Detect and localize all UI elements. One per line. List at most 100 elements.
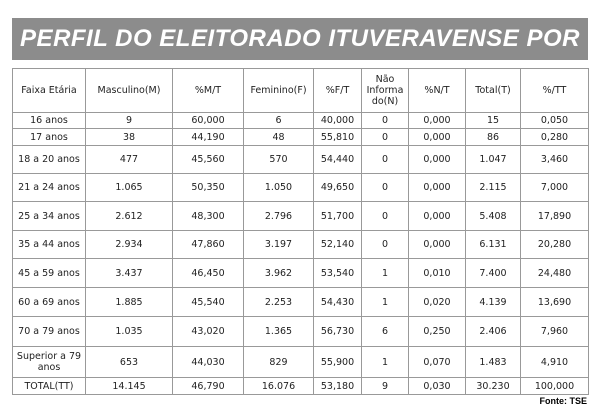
table-cell: 4,910 bbox=[520, 346, 589, 378]
table-cell: 46,450 bbox=[172, 258, 244, 288]
table-cell: 13,690 bbox=[520, 287, 589, 317]
table-cell: 56,730 bbox=[313, 316, 362, 347]
table-cell: 3.962 bbox=[243, 258, 314, 288]
table-row: Superior a 79 anos 653 44,030 829 55,900 1 0,0… bbox=[12, 346, 589, 378]
table-cell: 44,030 bbox=[172, 346, 244, 378]
table-cell: 0 bbox=[361, 112, 409, 129]
table-cell: 1 bbox=[361, 287, 409, 317]
column-header: Masculino(M) bbox=[85, 68, 173, 113]
table-cell: 45,540 bbox=[172, 287, 244, 317]
table-cell: 2.796 bbox=[243, 201, 314, 231]
table-row: 18 a 20 anos 477 45,560 570 54,440 0 0,000 1.04… bbox=[12, 145, 589, 174]
table-cell: 54,430 bbox=[313, 287, 362, 317]
table-cell: 0,010 bbox=[408, 258, 466, 288]
table-cell: 24,480 bbox=[520, 258, 589, 288]
table-cell: 0,000 bbox=[408, 145, 466, 174]
table-cell: 0,280 bbox=[520, 128, 589, 146]
table-cell: 6 bbox=[361, 316, 409, 347]
table-cell: 52,140 bbox=[313, 230, 362, 259]
table-cell: 7.400 bbox=[465, 258, 521, 288]
table-cell: 9 bbox=[85, 112, 173, 129]
table-cell: 0 bbox=[361, 201, 409, 231]
table-cell: 49,650 bbox=[313, 173, 362, 202]
table-cell: 45 a 59 anos bbox=[12, 258, 86, 288]
table-cell: 2.115 bbox=[465, 173, 521, 202]
column-header: %F/T bbox=[313, 68, 362, 113]
table-cell: 60,000 bbox=[172, 112, 244, 129]
table-wrap: Faixa Etária Masculino(M) %M/T Feminino(F)%… bbox=[12, 68, 589, 395]
column-header: Não Informa do(N) bbox=[361, 68, 409, 113]
table-cell: 1.065 bbox=[85, 173, 173, 202]
table-cell: 0,030 bbox=[408, 377, 466, 395]
table-cell: 54,440 bbox=[313, 145, 362, 174]
table-cell: 0 bbox=[361, 173, 409, 202]
table-cell: 43,020 bbox=[172, 316, 244, 347]
table-cell: 2.253 bbox=[243, 287, 314, 317]
table-row: 35 a 44 anos 2.934 47,860 3.197 52,140 0 0,000… bbox=[12, 230, 589, 259]
table-cell: 3.437 bbox=[85, 258, 173, 288]
table-cell: 653 bbox=[85, 346, 173, 378]
table-cell: 829 bbox=[243, 346, 314, 378]
table: Faixa Etária Masculino(M) %M/T Feminino(F)%… bbox=[12, 68, 589, 395]
table-cell: 477 bbox=[85, 145, 173, 174]
table-row: 45 a 59 anos 3.437 46,450 3.962 53,540 1 0,010… bbox=[12, 258, 589, 288]
table-cell: Superior a 79 anos bbox=[12, 346, 86, 378]
table-cell: 0,000 bbox=[408, 201, 466, 231]
table-cell: 0,000 bbox=[408, 128, 466, 146]
table-cell: 48 bbox=[243, 128, 314, 146]
table-cell: 46,790 bbox=[172, 377, 244, 395]
table-cell: 1 bbox=[361, 258, 409, 288]
source: Fonte: TSE bbox=[539, 396, 588, 406]
table-cell: 50,350 bbox=[172, 173, 244, 202]
table-cell: 7,960 bbox=[520, 316, 589, 347]
table-cell: 1 bbox=[361, 346, 409, 378]
table-cell: 38 bbox=[85, 128, 173, 146]
table-cell: 17,890 bbox=[520, 201, 589, 231]
table-cell: 51,700 bbox=[313, 201, 362, 231]
table-cell: 3.197 bbox=[243, 230, 314, 259]
table-cell: 2.934 bbox=[85, 230, 173, 259]
column-header: Feminino(F) bbox=[243, 68, 314, 113]
table-cell: 44,190 bbox=[172, 128, 244, 146]
table-cell: 0 bbox=[361, 230, 409, 259]
table-cell: 1.035 bbox=[85, 316, 173, 347]
table-cell: 0,000 bbox=[408, 230, 466, 259]
column-header: %M/T bbox=[172, 68, 244, 113]
table-cell: 25 a 34 anos bbox=[12, 201, 86, 231]
header-row: Faixa Etária Masculino(M) %M/T Feminino(F)%… bbox=[12, 68, 589, 113]
table-cell: 47,860 bbox=[172, 230, 244, 259]
column-header: Faixa Etária bbox=[12, 68, 86, 113]
table-cell: 0,050 bbox=[520, 112, 589, 129]
table-cell: 5.408 bbox=[465, 201, 521, 231]
table-cell: 35 a 44 anos bbox=[12, 230, 86, 259]
table-cell: 55,810 bbox=[313, 128, 362, 146]
table-row: 17 anos 38 44,190 48 55,810 0 0,000 86 0,280 bbox=[12, 128, 589, 146]
table-row: 25 a 34 anos 2.612 48,300 2.796 51,700 0 0,000… bbox=[12, 201, 589, 231]
table-cell: 16 anos bbox=[12, 112, 86, 129]
table-cell: 4.139 bbox=[465, 287, 521, 317]
table-cell: 60 a 69 anos bbox=[12, 287, 86, 317]
table-cell: 16.076 bbox=[243, 377, 314, 395]
table-cell: 17 anos bbox=[12, 128, 86, 146]
table-cell: 3,460 bbox=[520, 145, 589, 174]
table-cell: 40,000 bbox=[313, 112, 362, 129]
table-cell: 0,250 bbox=[408, 316, 466, 347]
table-cell: 7,000 bbox=[520, 173, 589, 202]
table-cell: 1.483 bbox=[465, 346, 521, 378]
table-cell: 1.365 bbox=[243, 316, 314, 347]
table-cell: 53,180 bbox=[313, 377, 362, 395]
table-cell: 6 bbox=[243, 112, 314, 129]
table-cell: 9 bbox=[361, 377, 409, 395]
table-cell: TOTAL(TT) bbox=[12, 377, 86, 395]
table-cell: 100,000 bbox=[520, 377, 589, 395]
table-cell: 15 bbox=[465, 112, 521, 129]
table-cell: 48,300 bbox=[172, 201, 244, 231]
table-cell: 0,000 bbox=[408, 112, 466, 129]
table-cell: 14.145 bbox=[85, 377, 173, 395]
table-cell: 20,280 bbox=[520, 230, 589, 259]
table-cell: 1.050 bbox=[243, 173, 314, 202]
table-row: 21 a 24 anos 1.065 50,350 1.050 49,650 0 0,000… bbox=[12, 173, 589, 202]
table-cell: 45,560 bbox=[172, 145, 244, 174]
table-cell: 0,020 bbox=[408, 287, 466, 317]
